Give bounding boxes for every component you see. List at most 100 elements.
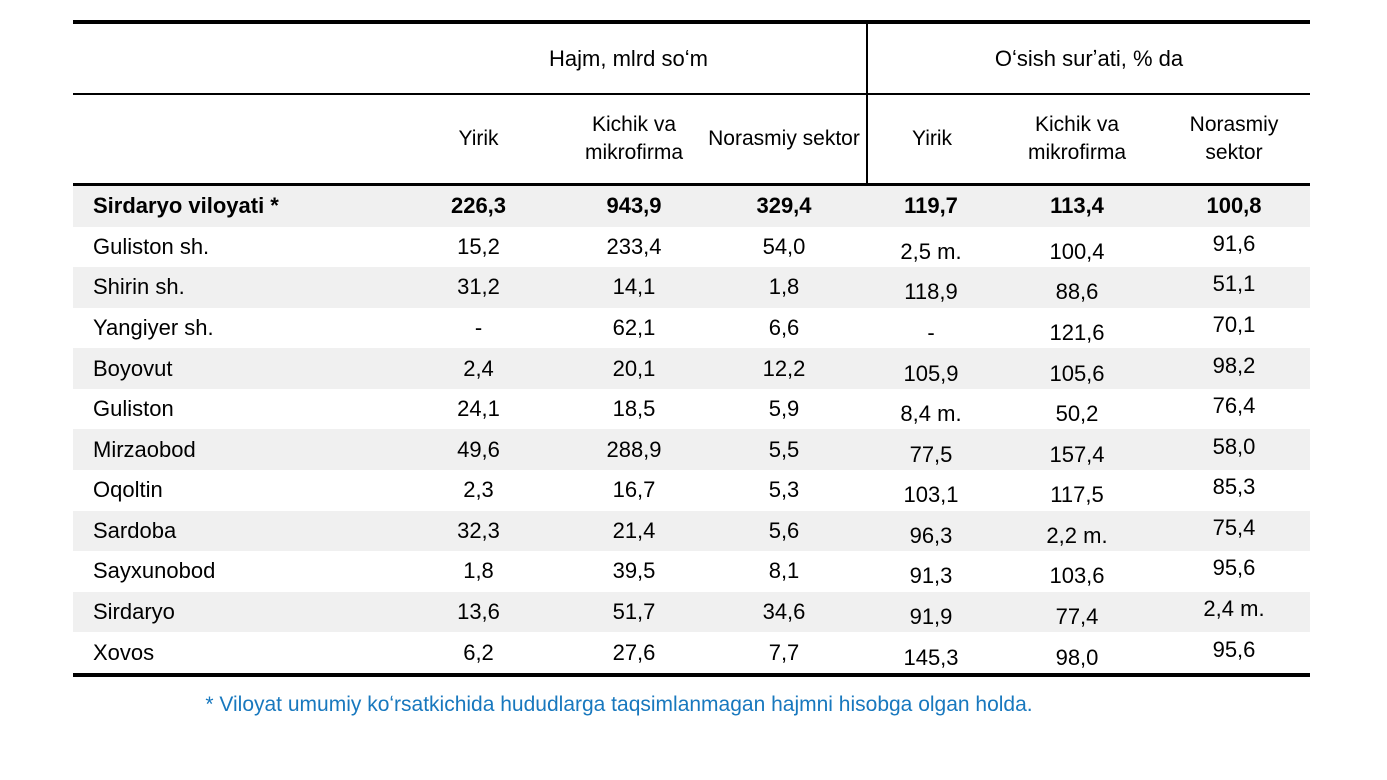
value-cell: 76,4 xyxy=(1212,393,1256,419)
value-cell: 34,6 xyxy=(762,599,806,625)
value-cell: 2,4 m. xyxy=(1203,596,1265,622)
value-cell: 2,3 xyxy=(463,477,494,503)
corner-cell xyxy=(73,24,391,95)
value-cell: 70,1 xyxy=(1212,312,1256,338)
value-cell: 13,6 xyxy=(457,599,500,625)
column-header-norasmiy-growth: Norasmiy sektor xyxy=(1189,112,1279,164)
value-cell: 62,1 xyxy=(612,315,656,341)
value-cell: 98,0 xyxy=(1055,644,1099,670)
value-cell: - xyxy=(474,315,483,341)
value-cell: 5,6 xyxy=(768,517,800,543)
value-cell: 145,3 xyxy=(903,644,959,670)
value-cell: 96,3 xyxy=(909,522,953,548)
value-cell: 8,1 xyxy=(768,558,800,584)
value-cell: 5,3 xyxy=(768,477,800,503)
table-row: Guliston sh. 15,2 233,4 54,0 2,5 m. 100,… xyxy=(73,227,1310,268)
value-cell: 58,0 xyxy=(1212,433,1256,459)
value-cell: 77,5 xyxy=(909,441,953,467)
value-cell: 100,8 xyxy=(1206,193,1262,219)
district-name-cell: Oqoltin xyxy=(93,477,163,503)
value-cell: 2,4 xyxy=(463,355,494,381)
table-body: Sirdaryo viloyati * 226,3 943,9 329,4 11… xyxy=(73,186,1310,677)
group-header-volume: Hajm, mlrd soʻm xyxy=(391,24,866,95)
value-cell: 2,5 m. xyxy=(900,238,962,264)
value-cell: 75,4 xyxy=(1212,514,1256,540)
corner-cell xyxy=(73,95,391,183)
value-cell: 16,7 xyxy=(612,477,656,503)
table-row: Boyovut 2,4 20,1 12,2 105,9 105,6 98,2 xyxy=(73,348,1310,389)
value-cell: 5,9 xyxy=(768,396,800,422)
value-cell: 18,5 xyxy=(612,396,656,422)
value-cell: 6,6 xyxy=(768,315,800,341)
value-cell: 91,6 xyxy=(1212,230,1256,256)
table-row: Sirdaryo 13,6 51,7 34,6 91,9 77,4 2,4 m. xyxy=(73,591,1310,633)
column-header-yirik-growth: Yirik xyxy=(866,95,996,183)
value-cell: 15,2 xyxy=(457,233,500,259)
district-name-cell: Shirin sh. xyxy=(93,274,185,300)
district-name-cell: Yangiyer sh. xyxy=(93,315,214,341)
value-cell: - xyxy=(927,320,935,346)
table-row: Mirzaobod 49,6 288,9 5,5 77,5 157,4 58,0 xyxy=(73,429,1310,471)
value-cell: 2,2 m. xyxy=(1046,522,1108,548)
district-name-cell: Guliston xyxy=(93,396,174,422)
value-cell: 6,2 xyxy=(463,639,494,665)
district-name-cell: Xovos xyxy=(93,639,155,665)
value-cell: 100,4 xyxy=(1049,238,1105,264)
district-name-cell: Sardoba xyxy=(93,517,177,543)
district-name-cell: Guliston sh. xyxy=(93,233,210,259)
value-cell: 54,0 xyxy=(762,233,806,259)
column-header-norasmiy-volume: Norasmiy sektor xyxy=(708,126,860,150)
value-cell: 21,4 xyxy=(612,517,656,543)
column-header-yirik-volume: Yirik xyxy=(458,126,499,150)
value-cell: 1,8 xyxy=(768,274,800,300)
value-cell: 39,5 xyxy=(612,558,656,584)
value-cell: 32,3 xyxy=(457,517,500,543)
value-cell: 233,4 xyxy=(606,233,662,259)
value-cell: 8,4 m. xyxy=(900,401,962,427)
value-cell: 1,8 xyxy=(463,558,494,584)
district-name-cell: Sayxunobod xyxy=(93,558,216,584)
value-cell: 51,1 xyxy=(1212,271,1256,297)
table-row: Sirdaryo viloyati * 226,3 943,9 329,4 11… xyxy=(73,186,1310,227)
value-cell: 50,2 xyxy=(1055,401,1099,427)
table-row: Oqoltin 2,3 16,7 5,3 103,1 117,5 85,3 xyxy=(73,470,1310,511)
value-cell: 91,3 xyxy=(909,563,953,589)
value-cell: 5,5 xyxy=(768,436,800,462)
value-cell: 226,3 xyxy=(450,193,507,219)
value-cell: 95,6 xyxy=(1212,636,1256,662)
value-cell: 7,7 xyxy=(768,639,800,665)
table-row: Xovos 6,2 27,6 7,7 145,3 98,0 95,6 xyxy=(73,632,1310,673)
statistics-table: Hajm, mlrd soʻm Oʻsish surʼati, % da Yir… xyxy=(73,20,1310,677)
value-cell: 88,6 xyxy=(1055,279,1099,305)
value-cell: 20,1 xyxy=(612,355,656,381)
table-row: Shirin sh. 31,2 14,1 1,8 118,9 88,6 51,1 xyxy=(73,267,1310,308)
value-cell: 14,1 xyxy=(612,274,656,300)
value-cell: 95,6 xyxy=(1212,555,1256,581)
value-cell: 157,4 xyxy=(1049,441,1105,467)
value-cell: 51,7 xyxy=(612,599,656,625)
value-cell: 24,1 xyxy=(457,396,500,422)
district-name-cell: Sirdaryo xyxy=(93,599,175,625)
value-cell: 27,6 xyxy=(612,639,656,665)
value-cell: 119,7 xyxy=(904,193,958,219)
group-header-growth-rate: Oʻsish surʼati, % da xyxy=(866,24,1310,95)
value-cell: 105,9 xyxy=(903,360,959,386)
value-cell: 113,4 xyxy=(1050,193,1104,219)
value-cell: 12,2 xyxy=(762,355,806,381)
value-cell: 77,4 xyxy=(1055,604,1099,630)
column-header-kichik-growth: Kichik va mikrofirma xyxy=(1028,112,1126,164)
district-name-cell: Mirzaobod xyxy=(93,436,196,462)
table-row: Guliston 24,1 18,5 5,9 8,4 m. 50,2 76,4 xyxy=(73,389,1310,430)
value-cell: 31,2 xyxy=(457,274,500,300)
value-cell: 118,9 xyxy=(904,279,958,305)
footnote: * Viloyat umumiy koʻrsatkichida hududlar… xyxy=(205,693,1033,716)
value-cell: 91,9 xyxy=(909,604,953,630)
value-cell: 329,4 xyxy=(756,193,812,219)
table-row: Sardoba 32,3 21,4 5,6 96,3 2,2 m. 75,4 xyxy=(73,510,1310,552)
value-cell: 49,6 xyxy=(457,436,500,462)
value-cell: 103,6 xyxy=(1049,563,1105,589)
value-cell: 103,1 xyxy=(903,482,959,508)
value-cell: 943,9 xyxy=(606,193,662,219)
table-row: Sayxunobod 1,8 39,5 8,1 91,3 103,6 95,6 xyxy=(73,551,1310,592)
